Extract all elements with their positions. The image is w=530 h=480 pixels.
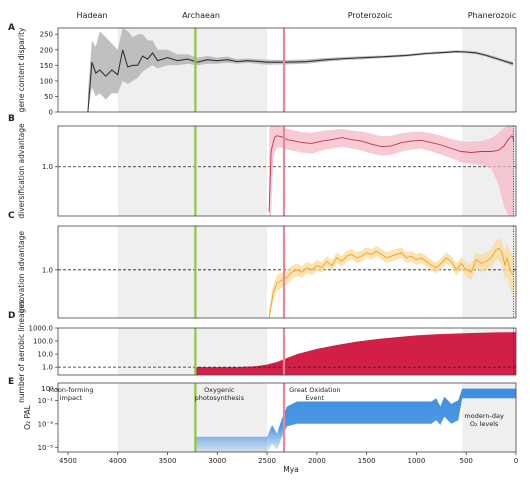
annotation-modern-line: O₂ levels bbox=[470, 420, 499, 428]
panel-a-label: A bbox=[8, 23, 15, 33]
panel-a-frame bbox=[57, 27, 517, 113]
panel-b-ytick-label: 1.0 bbox=[42, 163, 53, 171]
eon-label-phanerozoic: Phanerozoic bbox=[468, 11, 517, 20]
panel-c-ytick-label: 1.0 bbox=[42, 266, 53, 274]
panel-e-ytick-label: 10⁻⁵ bbox=[38, 444, 54, 452]
panel-e-ytick-label: 10⁰ bbox=[41, 385, 53, 393]
panel-b-ylabel: diversification advantage bbox=[17, 123, 26, 219]
annotation-goe: Great Oxidation Event bbox=[289, 386, 341, 402]
panel-d-ytick-label: 100.0 bbox=[33, 338, 53, 346]
annotation-goe-line: Event bbox=[306, 394, 325, 402]
x-tick-label: 1000 bbox=[408, 457, 426, 465]
panel-a-band-2 bbox=[462, 28, 516, 112]
panel-a-ylabel: gene content disparity bbox=[17, 27, 26, 112]
annotation-modern-line: modern-day bbox=[464, 412, 504, 420]
x-tick-label: 2000 bbox=[308, 457, 326, 465]
x-tick-label: 3000 bbox=[208, 457, 226, 465]
panel-c-frame bbox=[57, 225, 517, 319]
x-tick-label: 2500 bbox=[258, 457, 276, 465]
annotation-oxy: Oxygenic photosynthesis bbox=[195, 386, 245, 402]
panel-b-band-1 bbox=[117, 126, 268, 216]
annotation-oxy-line: Oxygenic bbox=[204, 386, 235, 394]
annotation-goe-line: Great Oxidation bbox=[289, 386, 341, 394]
panel-a-ytick-label: 200 bbox=[40, 46, 53, 54]
panel-b: B diversification advantage 1.0 bbox=[8, 114, 517, 219]
panel-c-yticks: 1.0 bbox=[42, 266, 58, 274]
panel-c-ylabel: innovation advantage bbox=[17, 231, 26, 313]
eon-label-archaean: Archaean bbox=[182, 11, 220, 20]
panel-d-ylabel: number of aerobic lineages bbox=[17, 300, 26, 403]
panel-a-series-line bbox=[87, 49, 514, 113]
panel-d-yticks: 1.0 10.0 100.0 1000.0 bbox=[29, 325, 58, 372]
panel-e-annotations: Moon-forming impact Oxygenic photosynthesis… bbox=[48, 386, 504, 428]
panel-e-ylabel: O₂ PAL bbox=[23, 404, 32, 429]
panel-a-ytick-label: 100 bbox=[40, 77, 53, 85]
x-tick-label: 1500 bbox=[358, 457, 376, 465]
panel-b-yticks: 1.0 bbox=[42, 163, 58, 171]
panel-c-series-line bbox=[268, 247, 514, 319]
x-tick-label: 0 bbox=[514, 457, 518, 465]
annotation-moon: Moon-forming impact bbox=[48, 386, 93, 402]
x-tick-label: 3500 bbox=[159, 457, 177, 465]
panel-d-ytick-label: 10.0 bbox=[37, 351, 53, 359]
panel-a-yticks: 0 50 100 150 200 250 bbox=[40, 31, 58, 117]
panel-a-ytick-label: 150 bbox=[40, 62, 53, 70]
eon-label-hadean: Hadean bbox=[77, 11, 108, 20]
panel-d-label: D bbox=[8, 311, 15, 321]
panel-a-ytick-label: 50 bbox=[44, 93, 53, 101]
panel-a-ytick-label: 0 bbox=[49, 109, 53, 117]
panel-a: A gene content disparity 0 50 100 150 200 250 bbox=[8, 23, 517, 117]
eon-label-proterozoic: Proterozoic bbox=[348, 11, 392, 20]
annotation-moon-line: impact bbox=[60, 394, 83, 402]
panel-c: C innovation advantage 1.0 bbox=[8, 211, 517, 319]
panel-e-yticks: 10⁻⁵ 10⁻³ 10⁻¹ 10⁰ bbox=[38, 385, 58, 452]
annotation-oxy-line: photosynthesis bbox=[195, 394, 245, 402]
panel-d: D number of aerobic lineages 1.0 10.0 100.… bbox=[8, 300, 517, 403]
panel-a-ci-band bbox=[87, 28, 514, 112]
panel-d-area bbox=[195, 332, 516, 375]
panel-b-label: B bbox=[8, 114, 15, 124]
panel-e-o2-band bbox=[195, 388, 516, 452]
annotation-modern: modern-day O₂ levels bbox=[464, 412, 504, 428]
panel-c-band-1 bbox=[117, 226, 268, 318]
panel-e-ytick-label: 10⁻³ bbox=[38, 420, 54, 428]
x-axis-label: Mya bbox=[283, 465, 299, 474]
eon-labels: Hadean Archaean Proterozoic Phanerozoic bbox=[77, 11, 517, 20]
panel-e: E O₂ PAL 10⁻⁵ 10⁻³ 10⁻¹ 10⁰ Moon-forming imp… bbox=[8, 377, 517, 453]
x-axis: 4500 4000 3500 3000 2500 2000 1500 1000 500 0 bbox=[59, 452, 518, 465]
x-tick-label: 4500 bbox=[59, 457, 77, 465]
annotation-moon-line: Moon-forming bbox=[48, 386, 93, 394]
panel-e-frame bbox=[57, 382, 517, 453]
x-tick-label: 4000 bbox=[109, 457, 127, 465]
panel-c-label: C bbox=[8, 211, 15, 221]
panel-e-label: E bbox=[8, 377, 14, 387]
panel-d-ytick-label: 1.0 bbox=[42, 364, 53, 372]
panel-d-frame bbox=[57, 327, 517, 376]
panel-b-frame bbox=[57, 125, 517, 217]
panel-d-ytick-label: 1000.0 bbox=[29, 325, 54, 333]
x-tick-label: 500 bbox=[460, 457, 473, 465]
panel-e-ytick-label: 10⁻¹ bbox=[38, 397, 54, 405]
panel-a-ytick-label: 250 bbox=[40, 31, 53, 39]
panel-c-ci-band bbox=[269, 238, 513, 318]
